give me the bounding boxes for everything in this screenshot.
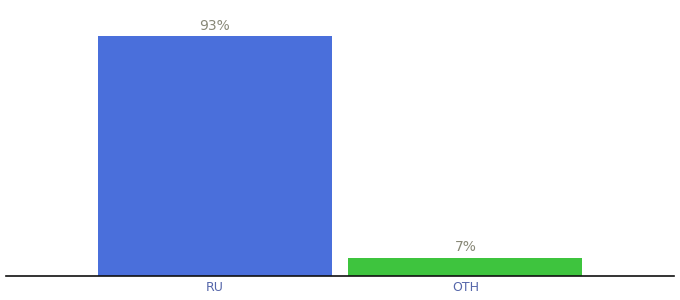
Bar	[348, 258, 583, 276]
Text: 93%: 93%	[199, 19, 230, 33]
Bar	[97, 37, 332, 276]
Text: 7%: 7%	[454, 240, 477, 254]
